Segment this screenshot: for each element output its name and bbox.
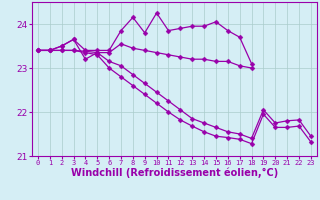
- X-axis label: Windchill (Refroidissement éolien,°C): Windchill (Refroidissement éolien,°C): [71, 168, 278, 178]
